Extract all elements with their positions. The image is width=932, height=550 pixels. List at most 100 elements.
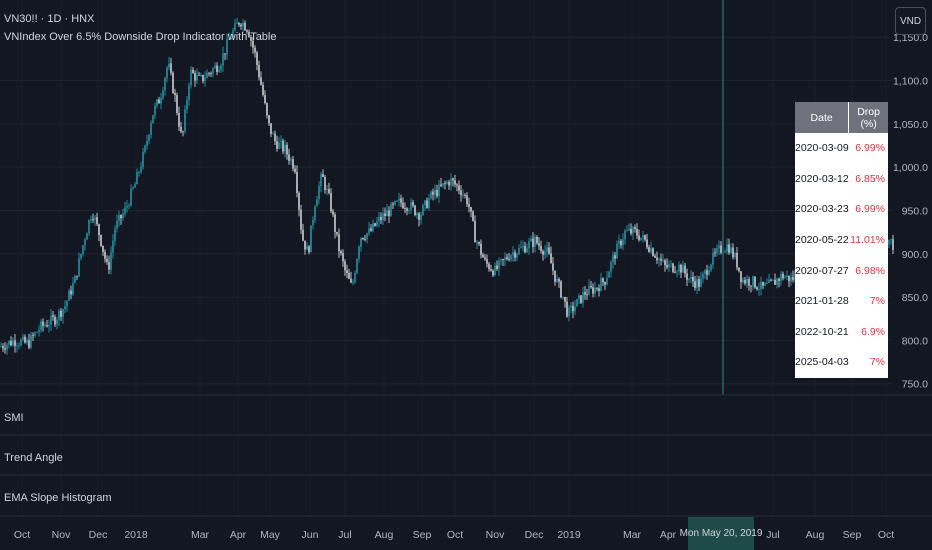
candle-body bbox=[36, 332, 38, 333]
candle-body bbox=[472, 211, 474, 221]
x-tick-label: Dec bbox=[525, 529, 544, 541]
candle-body bbox=[276, 141, 278, 149]
x-tick-label: Mar bbox=[191, 529, 210, 541]
candle-body bbox=[324, 177, 326, 191]
symbol-header[interactable]: VN30!! · 1D · HNX bbox=[4, 13, 95, 25]
candle-body bbox=[566, 301, 568, 317]
candle-body bbox=[214, 65, 216, 69]
row-drop: 7% bbox=[869, 295, 885, 308]
candle-body bbox=[62, 309, 64, 317]
indicator-title[interactable]: VNIndex Over 6.5% Downside Drop Indicato… bbox=[4, 31, 277, 43]
candle-body bbox=[622, 239, 624, 246]
candle-body bbox=[220, 65, 222, 71]
candle-body bbox=[350, 278, 352, 283]
candle-body bbox=[712, 252, 714, 265]
candle-body bbox=[564, 296, 566, 302]
candle-body bbox=[556, 278, 558, 282]
candle-body bbox=[304, 240, 306, 250]
candle-body bbox=[386, 210, 388, 217]
pane-label-trend-angle[interactable]: Trend Angle bbox=[4, 452, 63, 464]
candle-body bbox=[654, 255, 656, 258]
crosshair-date-badge: Mon May 20, 2019 bbox=[680, 517, 762, 550]
candle-body bbox=[258, 64, 260, 78]
candle-body bbox=[696, 279, 698, 288]
pane-label-smi[interactable]: SMI bbox=[4, 412, 24, 424]
candle-body bbox=[426, 200, 428, 208]
candle-body bbox=[502, 259, 504, 260]
candle-body bbox=[456, 184, 458, 186]
candle-body bbox=[348, 273, 350, 279]
candle-body bbox=[560, 281, 562, 298]
candle-body bbox=[116, 220, 118, 229]
candle-body bbox=[606, 277, 608, 285]
x-tick-label: Sep bbox=[843, 529, 862, 541]
candle-body bbox=[418, 213, 420, 220]
candle-body bbox=[338, 234, 340, 252]
candle-body bbox=[734, 252, 736, 258]
candle-body bbox=[728, 244, 730, 253]
candle-body bbox=[314, 206, 316, 220]
candle-body bbox=[520, 247, 522, 249]
x-tick-label: Jul bbox=[766, 529, 779, 541]
candle-body bbox=[536, 236, 538, 244]
candle-body bbox=[178, 112, 180, 127]
candle-body bbox=[568, 307, 570, 317]
candle-body bbox=[96, 217, 98, 225]
candle-body bbox=[22, 336, 24, 340]
x-tick-label: Sep bbox=[413, 529, 432, 541]
candle-body bbox=[0, 346, 2, 348]
x-tick-label: Dec bbox=[89, 529, 108, 541]
candle-body bbox=[388, 210, 390, 217]
candle-body bbox=[588, 285, 590, 295]
candle-body bbox=[352, 282, 354, 284]
candle-body bbox=[424, 200, 426, 206]
candle-body bbox=[6, 344, 8, 350]
candle-body bbox=[130, 188, 132, 206]
candle-body bbox=[628, 228, 630, 231]
row-drop: 6.99% bbox=[855, 142, 885, 155]
candle-body bbox=[192, 69, 194, 74]
candle-body bbox=[102, 245, 104, 252]
candle-body bbox=[340, 251, 342, 254]
candle-body bbox=[888, 239, 890, 245]
candle-body bbox=[480, 243, 482, 255]
candle-body bbox=[354, 273, 356, 283]
candle-body bbox=[232, 30, 234, 38]
candle-body bbox=[656, 257, 658, 261]
candle-body bbox=[458, 185, 460, 191]
candle-body bbox=[374, 223, 376, 226]
candle-body bbox=[550, 253, 552, 264]
candle-body bbox=[34, 332, 36, 336]
candle-body bbox=[726, 244, 728, 252]
candle-body bbox=[188, 85, 190, 100]
candle-body bbox=[720, 245, 722, 253]
candle-body bbox=[630, 228, 632, 234]
candle-body bbox=[470, 207, 472, 212]
candle-body bbox=[514, 252, 516, 258]
x-tick-label: Oct bbox=[14, 529, 30, 541]
currency-button[interactable]: VND bbox=[895, 7, 926, 35]
candle-body bbox=[42, 321, 44, 326]
candle-body bbox=[476, 242, 478, 243]
candle-body bbox=[190, 69, 192, 86]
candle-body bbox=[642, 235, 644, 238]
table-row: 2020-03-23 6.99% bbox=[795, 194, 888, 225]
x-tick-label: Nov bbox=[486, 529, 505, 541]
pane-label-ema-slope[interactable]: EMA Slope Histogram bbox=[4, 492, 112, 504]
candle-body bbox=[90, 218, 92, 221]
candle-body bbox=[334, 214, 336, 232]
candle-body bbox=[702, 273, 704, 279]
candle-body bbox=[282, 140, 284, 152]
candle-body bbox=[406, 208, 408, 211]
candle-body bbox=[274, 133, 276, 142]
candle-body bbox=[154, 105, 156, 116]
candle-body bbox=[748, 278, 750, 286]
candle-body bbox=[704, 270, 706, 274]
candle-body bbox=[552, 263, 554, 271]
candle-body bbox=[672, 263, 674, 272]
candle-body bbox=[122, 213, 124, 219]
candle-body bbox=[306, 246, 308, 250]
candle-body bbox=[138, 171, 140, 173]
candle-body bbox=[618, 240, 620, 244]
